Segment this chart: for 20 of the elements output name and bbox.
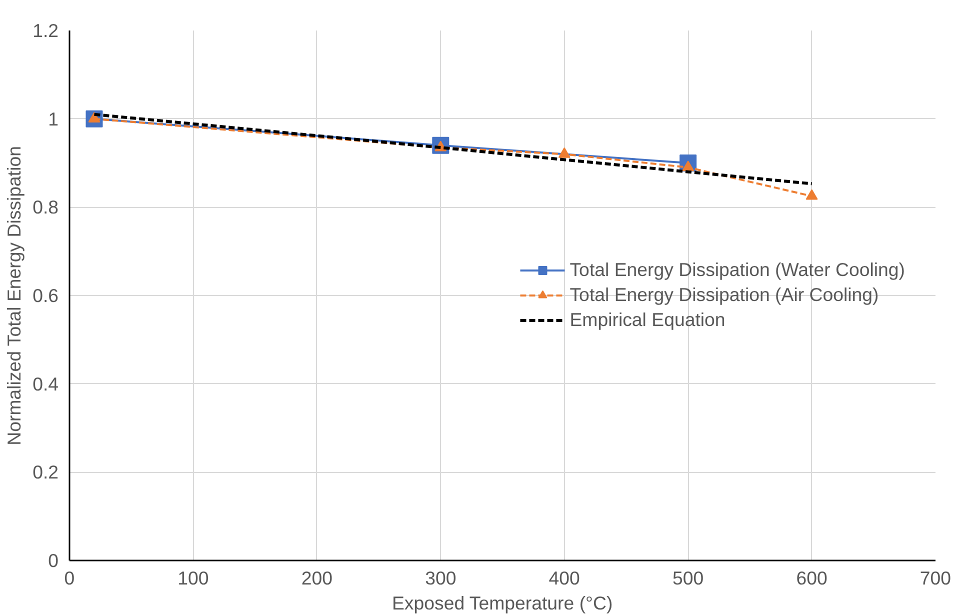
y-axis-title: Normalized Total Energy Dissipation: [4, 146, 25, 446]
x-tick-label: 200: [301, 568, 333, 588]
y-tick-label: 0.2: [32, 462, 59, 483]
legend-label: Total Energy Dissipation (Air Cooling): [570, 284, 879, 306]
legend-label: Total Energy Dissipation (Water Cooling): [570, 259, 905, 281]
x-tick-label: 0: [64, 568, 75, 588]
x-tick-label: 400: [548, 568, 580, 588]
x-tick-label: 600: [796, 568, 828, 588]
x-tick-label: 500: [672, 568, 704, 588]
y-tick-label: 0.4: [32, 373, 59, 394]
x-tick-label: 700: [920, 568, 952, 588]
y-tick-label: 0.8: [32, 196, 59, 218]
x-tick-label: 300: [425, 568, 456, 588]
x-axis-title: Exposed Temperature (°C): [392, 592, 613, 614]
y-tick-label: 0: [48, 550, 59, 571]
legend-label: Empirical Equation: [570, 309, 726, 331]
y-tick-label: 0.6: [32, 285, 59, 306]
y-tick-label: 1.2: [32, 20, 59, 41]
y-tick-label: 1: [48, 108, 59, 130]
x-tick-label: 100: [178, 568, 209, 588]
